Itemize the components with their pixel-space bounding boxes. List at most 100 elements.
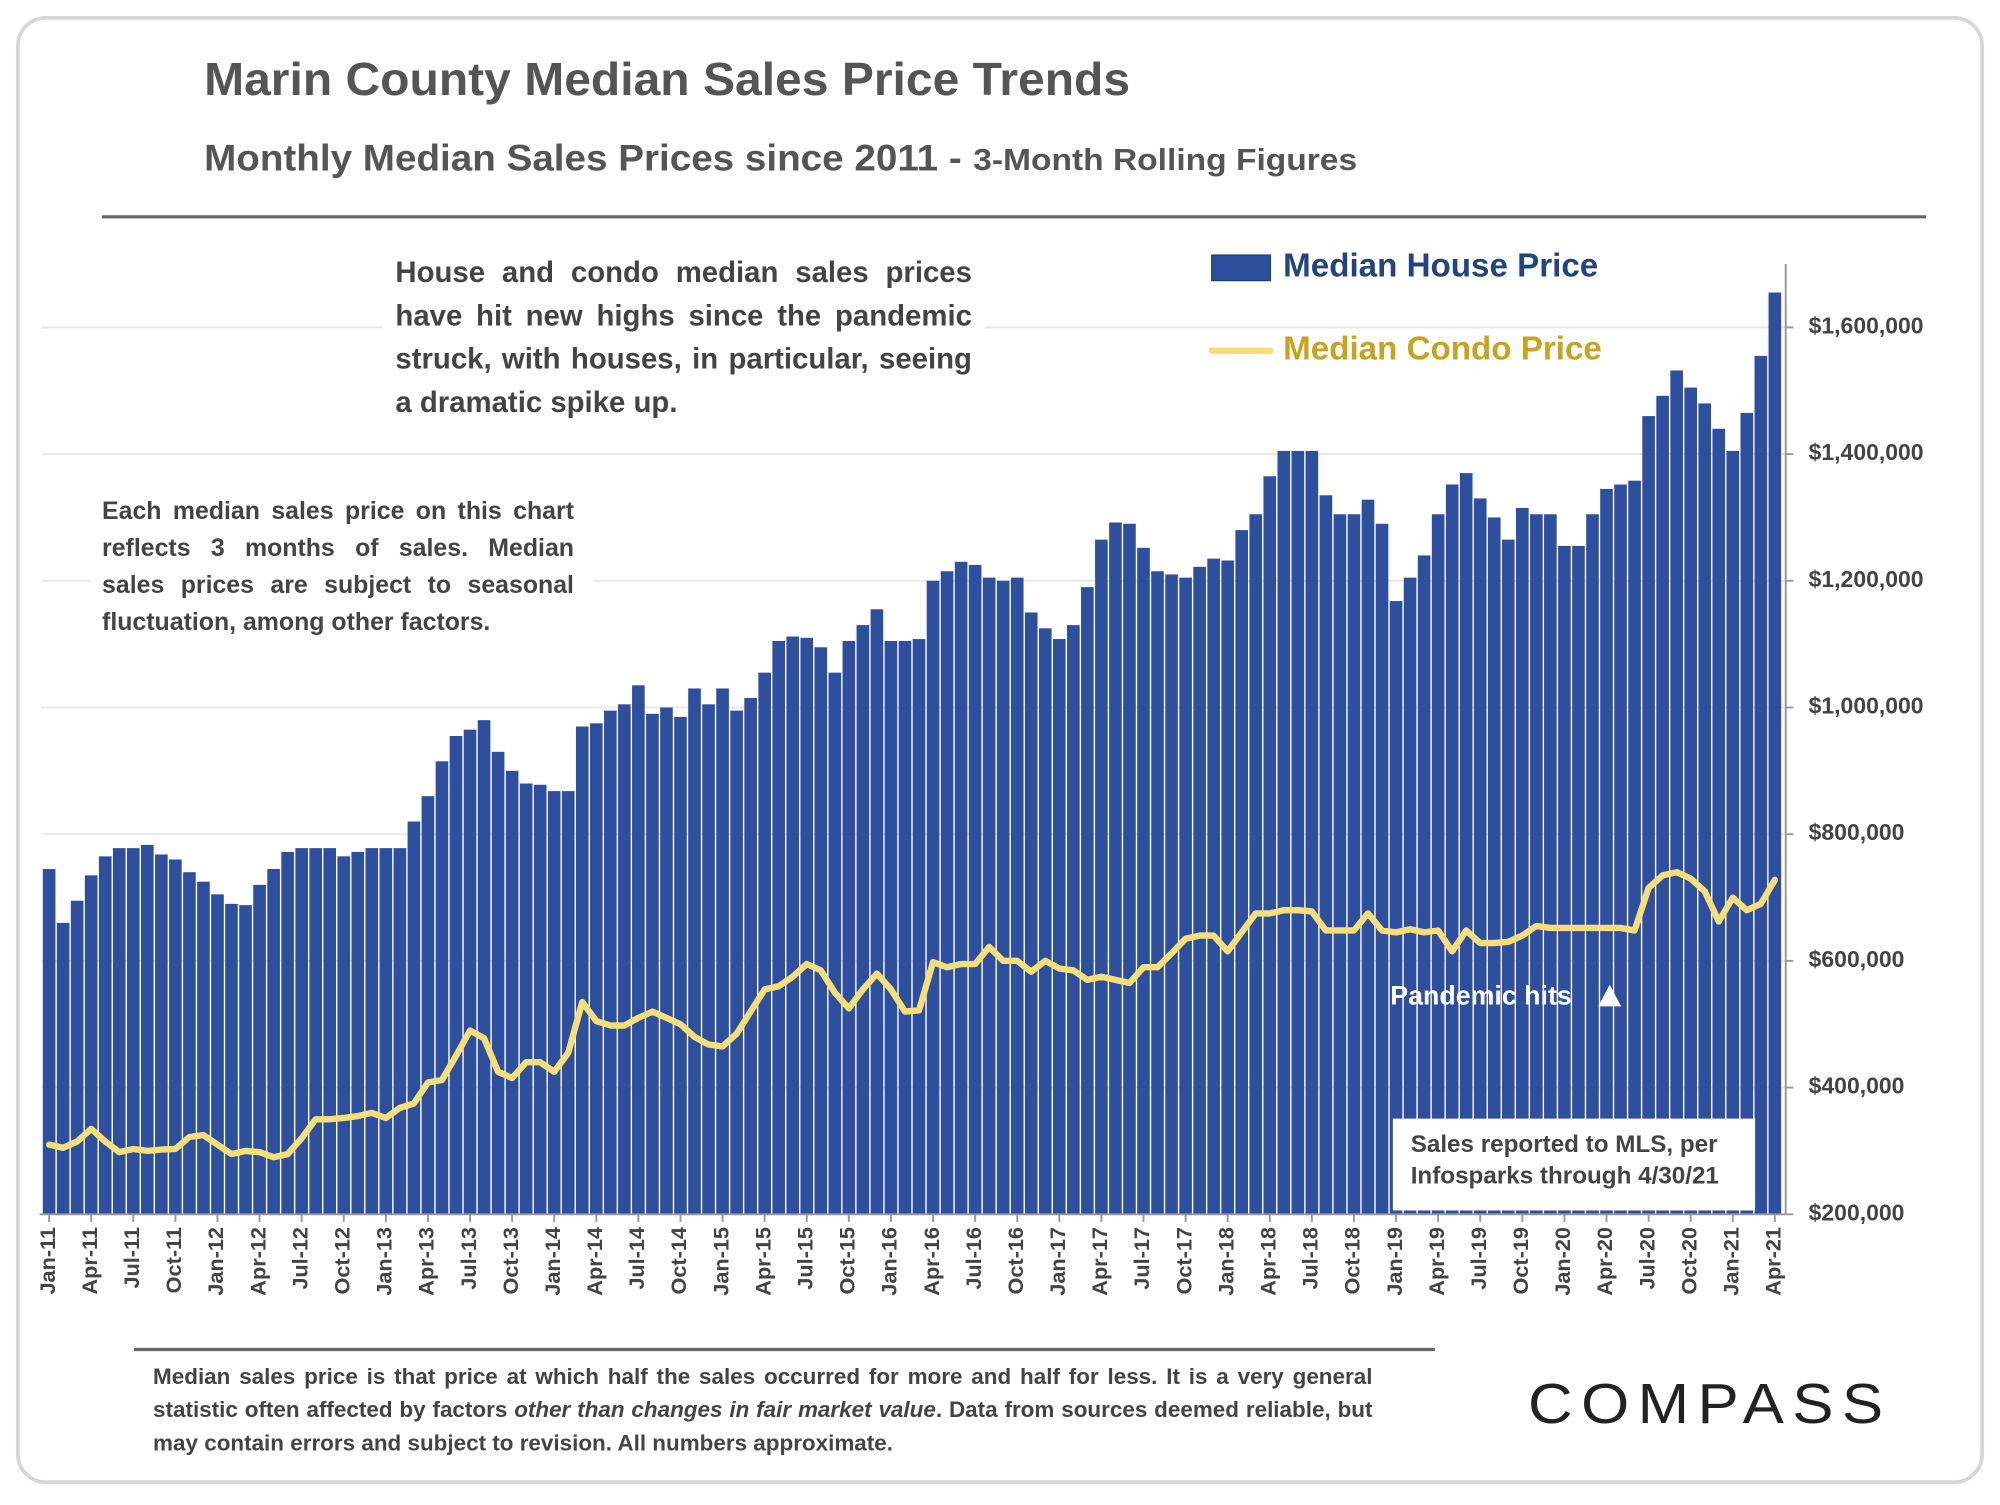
x-tick-label: Apr-13 <box>414 1227 439 1296</box>
bar <box>169 859 182 1215</box>
bar <box>1516 507 1529 1215</box>
bar <box>183 872 196 1215</box>
bar <box>575 726 589 1215</box>
bar <box>547 791 561 1215</box>
footnote-emphasis: other than changes in fair market value <box>514 1396 936 1423</box>
bar <box>42 869 56 1215</box>
source-line: Infosparks through 4/30/21 <box>1411 1163 1719 1190</box>
bar <box>884 640 898 1215</box>
bar <box>1165 574 1178 1215</box>
bar <box>1530 514 1543 1215</box>
bar <box>1754 355 1768 1215</box>
bar <box>1347 514 1361 1215</box>
bar <box>1572 545 1585 1215</box>
bar <box>1586 514 1599 1215</box>
bar <box>211 894 224 1215</box>
bar <box>1656 395 1669 1215</box>
bar <box>1207 558 1220 1215</box>
x-tick-label: Apr-16 <box>919 1227 944 1296</box>
bar <box>646 713 659 1215</box>
x-tick-label: Jul-11 <box>119 1227 144 1288</box>
legend: Median House Price Median Condo Price <box>1208 248 1602 368</box>
source-line: Sales reported to MLS, per <box>1411 1131 1718 1158</box>
bar <box>1487 517 1501 1215</box>
bar <box>1291 450 1305 1215</box>
bar <box>1277 450 1291 1215</box>
bar <box>702 704 715 1215</box>
bar <box>519 783 533 1215</box>
bar <box>84 875 98 1215</box>
x-tick-label: Oct-14 <box>666 1227 691 1294</box>
bar <box>561 791 575 1215</box>
bar <box>730 710 743 1215</box>
bar <box>968 564 982 1215</box>
bar <box>1501 539 1515 1215</box>
x-tick-label: Jan-11 <box>35 1227 60 1294</box>
bar <box>1221 560 1234 1215</box>
chart-subtitle: Monthly Median Sales Prices since 2011 - <box>204 137 962 178</box>
y-tick-label: $800,000 <box>1809 819 1905 845</box>
bar <box>141 844 154 1215</box>
bar <box>898 640 912 1215</box>
y-tick-label: $1,400,000 <box>1809 439 1924 465</box>
bar <box>1614 484 1627 1215</box>
bar <box>1558 545 1571 1215</box>
x-tick-label: Oct-13 <box>498 1227 523 1294</box>
bar <box>1740 412 1754 1215</box>
x-tick-label: Jan-15 <box>708 1227 733 1296</box>
bar <box>309 848 323 1215</box>
bar <box>1038 628 1052 1215</box>
pandemic-annotation: Pandemic hits <box>1390 981 1571 1011</box>
legend-label: Median Condo Price <box>1283 331 1602 368</box>
bar <box>239 905 252 1215</box>
bar <box>1431 514 1445 1215</box>
bar <box>1123 523 1136 1215</box>
x-tick-label: Jan-18 <box>1213 1227 1238 1296</box>
x-tick-label: Jan-20 <box>1550 1227 1575 1296</box>
bar <box>1333 514 1347 1215</box>
bar <box>1389 601 1403 1215</box>
bar <box>674 716 687 1215</box>
x-tick-label: Jul-13 <box>456 1227 481 1290</box>
x-tick-label: Apr-15 <box>750 1227 775 1296</box>
bar <box>295 848 308 1215</box>
bar <box>786 636 800 1215</box>
x-tick-label: Oct-12 <box>329 1227 354 1294</box>
x-tick-label: Apr-12 <box>245 1227 270 1296</box>
bar <box>323 848 337 1215</box>
bar <box>1137 547 1150 1215</box>
bar <box>1375 523 1389 1215</box>
footnote-box: Median sales price is that price at whic… <box>153 1363 1373 1456</box>
pandemic-arrow <box>1598 984 1622 1007</box>
bar <box>1473 498 1487 1215</box>
bar <box>267 869 280 1215</box>
bar <box>505 770 519 1215</box>
y-tick-label: $1,200,000 <box>1809 566 1924 592</box>
bar <box>1235 530 1249 1215</box>
method-backdrop <box>89 491 594 645</box>
x-tick-label: Apr-14 <box>582 1227 607 1296</box>
x-tick-label: Oct-20 <box>1676 1227 1701 1294</box>
bar <box>1684 387 1698 1215</box>
bar <box>660 707 673 1215</box>
bar <box>463 729 477 1215</box>
x-tick-label: Oct-15 <box>835 1227 860 1294</box>
x-tick-label: Jul-17 <box>1129 1227 1154 1290</box>
x-tick-label: Apr-20 <box>1592 1227 1617 1296</box>
x-tick-label: Jan-17 <box>1045 1227 1070 1296</box>
footnote-text: Median sales price is that price at whic… <box>153 1363 1373 1423</box>
bar <box>814 647 828 1215</box>
bar <box>1249 514 1263 1215</box>
bar <box>1670 370 1683 1215</box>
bar <box>1403 577 1417 1215</box>
bar <box>1081 587 1094 1215</box>
x-tick-label: Jan-16 <box>877 1227 902 1296</box>
bar <box>604 710 617 1215</box>
condo-line <box>45 869 1779 1161</box>
x-tick-label: Oct-18 <box>1340 1227 1365 1294</box>
x-tick-label: Jul-14 <box>624 1227 649 1290</box>
bar <box>618 704 631 1215</box>
x-tick-label: Jul-19 <box>1466 1227 1491 1290</box>
chart-title: Marin County Median Sales Price Trends <box>204 53 1130 105</box>
